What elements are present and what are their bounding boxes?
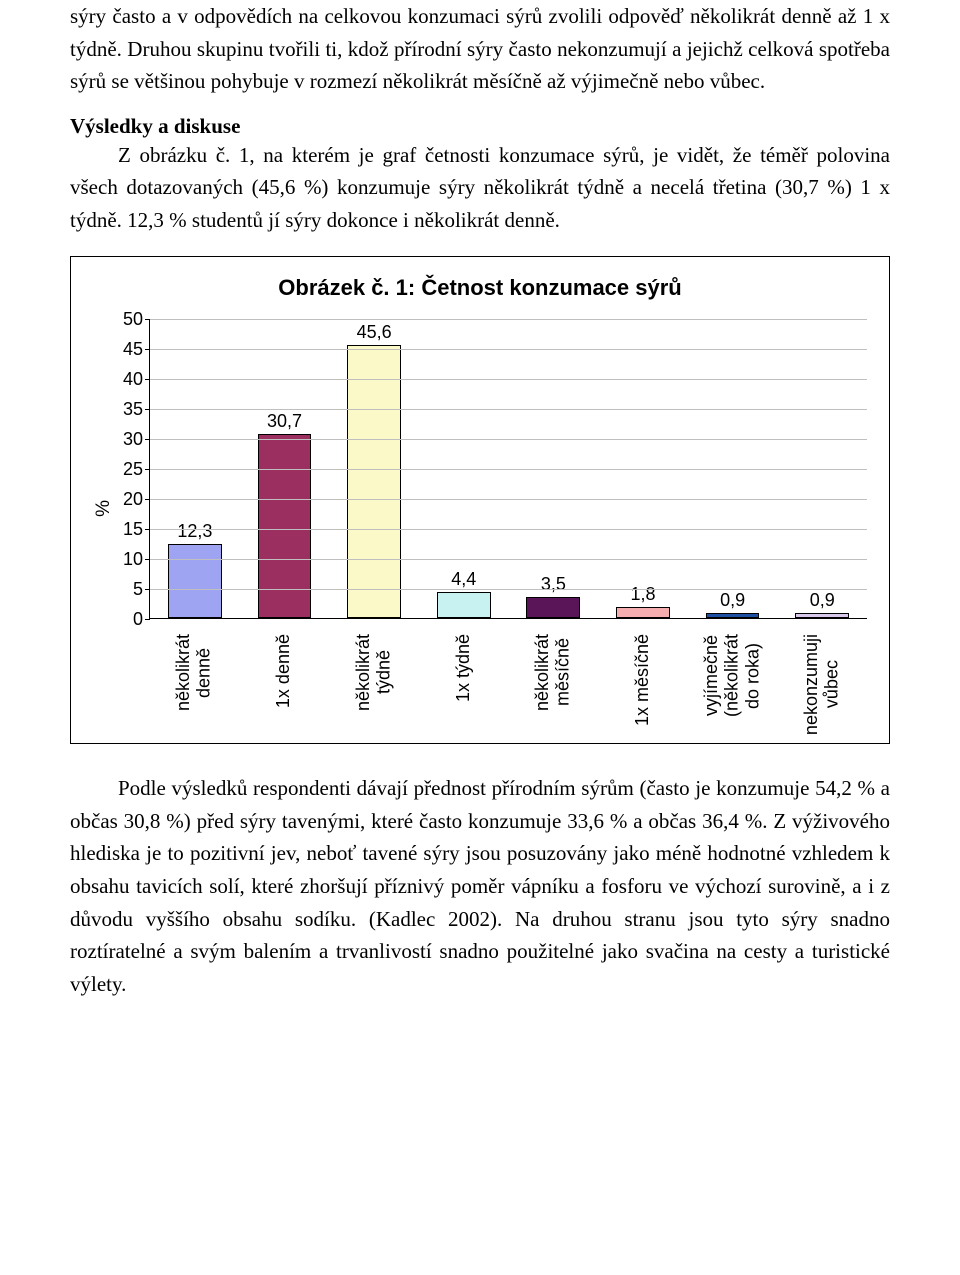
chart-gridline [150, 439, 867, 440]
chart-y-tick-label: 35 [123, 400, 143, 418]
chart-bar-slot: 3,5 [509, 597, 599, 618]
chart-plot-area: 12,330,745,64,43,51,80,90,9 [149, 319, 867, 619]
chart-bar-value-label: 3,5 [509, 575, 599, 593]
chart-y-axis-label: % [93, 430, 115, 517]
chart-gridline [150, 499, 867, 500]
chart-bar-slot: 1,8 [598, 607, 688, 618]
chart-y-tick-mark [145, 499, 150, 500]
chart-x-tick-label: několikrát měsíčně [508, 634, 598, 735]
chart-bar-slot: 4,4 [419, 592, 509, 618]
chart-y-tick-mark [145, 529, 150, 530]
chart-bar [437, 592, 491, 618]
chart-bar-slot: 30,7 [240, 434, 330, 618]
chart-y-tick-mark [145, 469, 150, 470]
chart-x-axis: několikrát denně1x denněněkolikrát týdně… [93, 634, 867, 735]
chart-x-tick-label: vyjímečně (několikrát do roka) [688, 634, 778, 735]
chart-body: % 50454035302520151050 12,330,745,64,43,… [93, 319, 867, 628]
chart-bar-value-label: 12,3 [150, 522, 240, 540]
chart-x-tick-label: několikrát týdně [329, 634, 419, 735]
chart-x-tick-label: 1x měsíčně [598, 634, 688, 735]
paragraph-discussion: Podle výsledků respondenti dávají předno… [70, 772, 890, 1000]
chart-y-tick-mark [145, 349, 150, 350]
chart-bar [258, 434, 312, 618]
chart-x-axis-labels: několikrát denně1x denněněkolikrát týdně… [149, 634, 867, 735]
chart-y-tick-label: 30 [123, 430, 143, 448]
chart-y-tick-mark [145, 619, 150, 620]
chart-x-tick-label: několikrát denně [149, 634, 239, 735]
chart-y-tick-label: 25 [123, 460, 143, 478]
section-heading-results: Výsledky a diskuse [70, 114, 890, 139]
chart-y-tick-mark [145, 319, 150, 320]
chart-bar-slot: 0,9 [688, 613, 778, 618]
chart-bar-slot: 0,9 [777, 613, 867, 618]
chart-gridline [150, 559, 867, 560]
chart-y-tick-mark [145, 439, 150, 440]
chart-bar [795, 613, 849, 618]
chart-title: Obrázek č. 1: Četnost konzumace sýrů [93, 275, 867, 301]
chart-bar-value-label: 0,9 [688, 591, 778, 609]
chart-x-tick-label: 1x denně [239, 634, 329, 735]
chart-bar-slot: 12,3 [150, 544, 240, 618]
chart-bar [706, 613, 760, 618]
chart-y-tick-label: 5 [133, 580, 143, 598]
chart-bar [616, 607, 670, 618]
paragraph-results: Z obrázku č. 1, na kterém je graf četnos… [70, 139, 890, 237]
chart-bar [347, 345, 401, 619]
chart-bar-value-label: 30,7 [240, 412, 330, 430]
chart-x-tick-label: 1x týdně [418, 634, 508, 735]
chart-y-tick-label: 50 [123, 310, 143, 328]
chart-y-tick-label: 40 [123, 370, 143, 388]
chart-y-tick-mark [145, 589, 150, 590]
chart-y-tick-label: 45 [123, 340, 143, 358]
chart-gridline [150, 379, 867, 380]
chart-container: Obrázek č. 1: Četnost konzumace sýrů % 5… [70, 256, 890, 744]
chart-bar-value-label: 0,9 [777, 591, 867, 609]
chart-bar-value-label: 4,4 [419, 570, 509, 588]
chart-y-tick-mark [145, 559, 150, 560]
chart-y-tick-label: 15 [123, 520, 143, 538]
chart-bar-value-label: 45,6 [329, 323, 419, 341]
paragraph-results-text: Z obrázku č. 1, na kterém je graf četnos… [70, 139, 890, 237]
chart-x-tick-label: nekonzumuji vůbec [777, 634, 867, 735]
chart-gridline [150, 469, 867, 470]
chart-bar [168, 544, 222, 618]
chart-y-tick-mark [145, 409, 150, 410]
chart-y-tick-label: 20 [123, 490, 143, 508]
chart-bar [526, 597, 580, 618]
paragraph-continuation: sýry často a v odpovědích na celkovou ko… [70, 0, 890, 98]
document-page: sýry často a v odpovědích na celkovou ko… [0, 0, 960, 1076]
chart-bar-value-label: 1,8 [598, 585, 688, 603]
chart-y-tick-label: 10 [123, 550, 143, 568]
chart-gridline [150, 349, 867, 350]
chart-gridline [150, 589, 867, 590]
chart-gridline [150, 529, 867, 530]
chart-y-tick-mark [145, 379, 150, 380]
chart-gridline [150, 409, 867, 410]
chart-bar-slot: 45,6 [329, 345, 419, 619]
chart-y-tick-label: 0 [133, 610, 143, 628]
chart-gridline [150, 319, 867, 320]
